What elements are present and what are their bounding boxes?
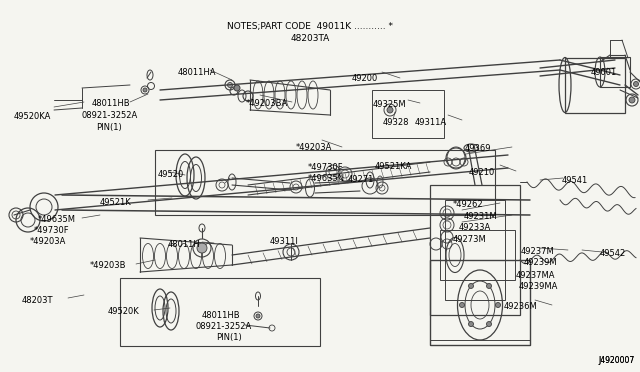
Circle shape [197, 243, 207, 253]
Circle shape [468, 321, 474, 327]
Text: 49542: 49542 [600, 249, 627, 258]
Circle shape [634, 81, 639, 87]
Circle shape [486, 321, 492, 327]
Circle shape [256, 314, 260, 318]
Circle shape [460, 302, 465, 308]
Bar [372, 90, 444, 138]
Text: PIN(1): PIN(1) [96, 123, 122, 132]
Bar [565, 58, 625, 113]
Bar [430, 260, 530, 345]
Bar [445, 200, 505, 300]
Text: 49520K: 49520K [108, 307, 140, 316]
Text: *49262: *49262 [453, 200, 484, 209]
Circle shape [227, 83, 232, 87]
Text: 49328: 49328 [383, 118, 410, 127]
Bar [440, 230, 515, 280]
Text: 48203T: 48203T [22, 296, 54, 305]
Text: NOTES;PART CODE  49011K ........... *: NOTES;PART CODE 49011K ........... * [227, 22, 393, 31]
Text: 49521KA: 49521KA [375, 162, 412, 171]
Text: 49237MA: 49237MA [516, 271, 556, 280]
Text: 49369: 49369 [465, 144, 492, 153]
Text: 48011HB: 48011HB [92, 99, 131, 108]
Text: *49203BA: *49203BA [246, 99, 288, 108]
Text: 49200: 49200 [352, 74, 378, 83]
Text: 49325M: 49325M [373, 100, 406, 109]
Text: J4920007: J4920007 [598, 356, 634, 365]
Text: 49520KA: 49520KA [14, 112, 51, 121]
Text: *49635N: *49635N [308, 174, 345, 183]
Text: J4920007: J4920007 [598, 356, 634, 365]
Text: 49231M: 49231M [464, 212, 498, 221]
Text: 49239M: 49239M [524, 258, 557, 267]
Text: 48011H: 48011H [168, 240, 201, 249]
Text: 49001: 49001 [591, 68, 617, 77]
Text: 49273M: 49273M [453, 235, 487, 244]
Circle shape [486, 283, 492, 288]
Bar [155, 150, 495, 215]
Text: 49239MA: 49239MA [519, 282, 558, 291]
Text: 49233A: 49233A [459, 223, 492, 232]
Text: 49311A: 49311A [415, 118, 447, 127]
Text: 48011HB: 48011HB [202, 311, 241, 320]
Text: 49271: 49271 [348, 175, 374, 184]
Text: 49541: 49541 [562, 176, 588, 185]
Text: 49210: 49210 [469, 168, 495, 177]
Text: *49730F: *49730F [34, 226, 70, 235]
Text: *49730F: *49730F [308, 163, 344, 172]
Text: PIN(1): PIN(1) [216, 333, 242, 342]
Circle shape [495, 302, 500, 308]
Circle shape [387, 107, 393, 113]
Bar [600, 57, 630, 87]
Text: 49236M: 49236M [504, 302, 538, 311]
Circle shape [143, 88, 147, 92]
Text: *49635M: *49635M [38, 215, 76, 224]
Text: 48011HA: 48011HA [178, 68, 216, 77]
Text: 49520: 49520 [158, 170, 184, 179]
Text: 48203TA: 48203TA [291, 34, 330, 43]
Circle shape [468, 283, 474, 288]
Text: 49311I: 49311I [270, 237, 299, 246]
Text: 08921-3252A: 08921-3252A [196, 322, 252, 331]
Circle shape [234, 85, 240, 91]
Text: 49521K: 49521K [100, 198, 132, 207]
Text: 49237M: 49237M [521, 247, 555, 256]
Text: 08921-3252A: 08921-3252A [82, 111, 138, 120]
Text: *49203B: *49203B [90, 261, 127, 270]
Bar [120, 278, 320, 346]
Circle shape [629, 97, 635, 103]
Text: *49203A: *49203A [30, 237, 67, 246]
Bar [430, 185, 520, 315]
Text: *49203A: *49203A [296, 143, 332, 152]
